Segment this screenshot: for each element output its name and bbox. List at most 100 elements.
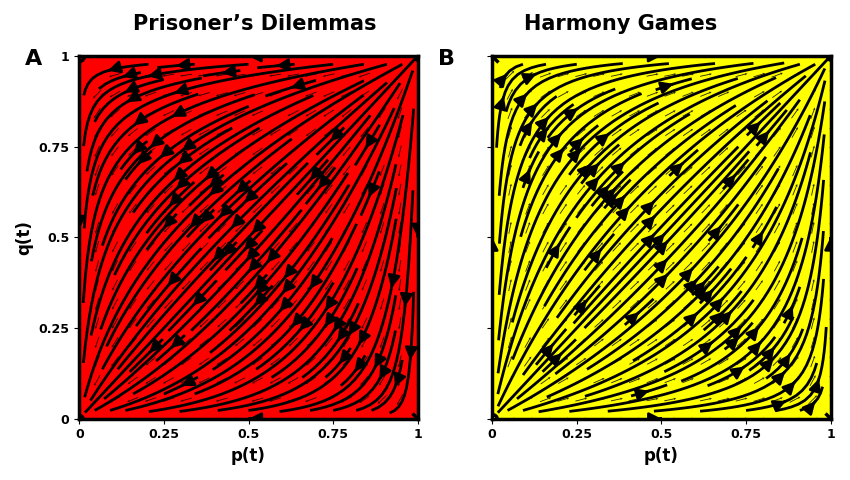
FancyArrowPatch shape (762, 348, 774, 360)
FancyArrowPatch shape (604, 194, 616, 207)
FancyArrowPatch shape (331, 128, 343, 141)
FancyArrowPatch shape (245, 237, 257, 250)
FancyArrowPatch shape (355, 359, 366, 371)
FancyArrowPatch shape (727, 337, 739, 349)
FancyArrowPatch shape (549, 134, 561, 146)
FancyArrowPatch shape (496, 97, 505, 110)
FancyArrowPatch shape (635, 390, 649, 399)
FancyArrowPatch shape (597, 134, 609, 145)
FancyArrowPatch shape (685, 280, 697, 292)
FancyArrowPatch shape (380, 366, 390, 379)
FancyArrowPatch shape (183, 139, 196, 150)
FancyArrowPatch shape (128, 91, 140, 102)
FancyArrowPatch shape (125, 82, 139, 92)
FancyArrowPatch shape (709, 227, 721, 239)
FancyArrowPatch shape (520, 170, 530, 183)
FancyArrowPatch shape (586, 178, 598, 190)
FancyArrowPatch shape (773, 372, 785, 384)
FancyArrowPatch shape (319, 176, 330, 188)
FancyArrowPatch shape (723, 175, 735, 188)
FancyArrowPatch shape (825, 238, 836, 250)
Y-axis label: q(t): q(t) (15, 220, 33, 255)
FancyArrowPatch shape (285, 265, 296, 278)
FancyArrowPatch shape (360, 331, 370, 344)
FancyArrowPatch shape (693, 282, 705, 294)
FancyArrowPatch shape (612, 163, 624, 175)
FancyArrowPatch shape (604, 189, 615, 201)
FancyArrowPatch shape (334, 318, 345, 331)
FancyArrowPatch shape (783, 306, 792, 320)
FancyArrowPatch shape (349, 322, 360, 335)
FancyArrowPatch shape (747, 327, 758, 340)
FancyArrowPatch shape (731, 367, 744, 378)
FancyArrowPatch shape (246, 248, 258, 260)
FancyArrowPatch shape (749, 342, 761, 355)
FancyArrowPatch shape (252, 221, 264, 233)
FancyArrowPatch shape (389, 275, 399, 287)
FancyArrowPatch shape (150, 135, 163, 147)
FancyArrowPatch shape (617, 207, 629, 220)
FancyArrowPatch shape (268, 250, 280, 262)
FancyArrowPatch shape (548, 244, 559, 257)
FancyArrowPatch shape (224, 243, 236, 255)
FancyArrowPatch shape (578, 165, 590, 177)
FancyArrowPatch shape (772, 401, 785, 411)
FancyArrowPatch shape (164, 215, 176, 228)
FancyArrowPatch shape (655, 241, 667, 254)
FancyArrowPatch shape (201, 210, 213, 223)
FancyArrowPatch shape (310, 167, 322, 180)
FancyArrowPatch shape (326, 297, 337, 310)
FancyArrowPatch shape (310, 276, 321, 288)
FancyArrowPatch shape (525, 104, 537, 116)
FancyArrowPatch shape (521, 122, 532, 135)
FancyArrowPatch shape (549, 354, 561, 366)
FancyArrowPatch shape (249, 51, 262, 61)
FancyArrowPatch shape (752, 232, 762, 245)
FancyArrowPatch shape (220, 205, 232, 217)
FancyArrowPatch shape (541, 345, 552, 357)
FancyArrowPatch shape (300, 317, 312, 330)
FancyArrowPatch shape (495, 74, 507, 87)
X-axis label: p(t): p(t) (231, 447, 266, 465)
FancyArrowPatch shape (514, 94, 527, 107)
FancyArrowPatch shape (655, 275, 667, 287)
FancyArrowPatch shape (210, 183, 222, 195)
FancyArrowPatch shape (174, 168, 186, 180)
FancyArrowPatch shape (536, 129, 547, 141)
FancyArrowPatch shape (719, 312, 731, 324)
Text: A: A (26, 49, 42, 69)
FancyArrowPatch shape (133, 142, 145, 154)
FancyArrowPatch shape (177, 177, 189, 189)
FancyArrowPatch shape (700, 342, 712, 354)
FancyArrowPatch shape (729, 327, 741, 339)
FancyArrowPatch shape (175, 84, 188, 94)
FancyArrowPatch shape (589, 250, 601, 262)
FancyArrowPatch shape (649, 51, 660, 61)
FancyArrowPatch shape (779, 355, 790, 367)
FancyArrowPatch shape (292, 79, 304, 89)
FancyArrowPatch shape (134, 113, 147, 125)
FancyArrowPatch shape (642, 202, 654, 214)
FancyArrowPatch shape (375, 354, 385, 367)
FancyArrowPatch shape (232, 215, 244, 228)
FancyArrowPatch shape (523, 74, 536, 84)
FancyArrowPatch shape (643, 216, 654, 228)
FancyArrowPatch shape (810, 380, 819, 393)
FancyArrowPatch shape (178, 152, 191, 164)
FancyArrowPatch shape (182, 376, 196, 385)
FancyArrowPatch shape (74, 216, 84, 228)
FancyArrowPatch shape (283, 280, 294, 293)
FancyArrowPatch shape (395, 373, 405, 386)
FancyArrowPatch shape (249, 259, 261, 271)
FancyArrowPatch shape (626, 313, 638, 324)
FancyArrowPatch shape (256, 282, 268, 294)
FancyArrowPatch shape (711, 299, 722, 311)
FancyArrowPatch shape (168, 273, 180, 285)
FancyArrowPatch shape (654, 260, 666, 272)
FancyArrowPatch shape (685, 313, 697, 325)
FancyArrowPatch shape (173, 107, 185, 117)
FancyArrowPatch shape (597, 186, 609, 198)
FancyArrowPatch shape (536, 118, 548, 130)
FancyArrowPatch shape (748, 122, 760, 134)
FancyArrowPatch shape (210, 175, 222, 187)
